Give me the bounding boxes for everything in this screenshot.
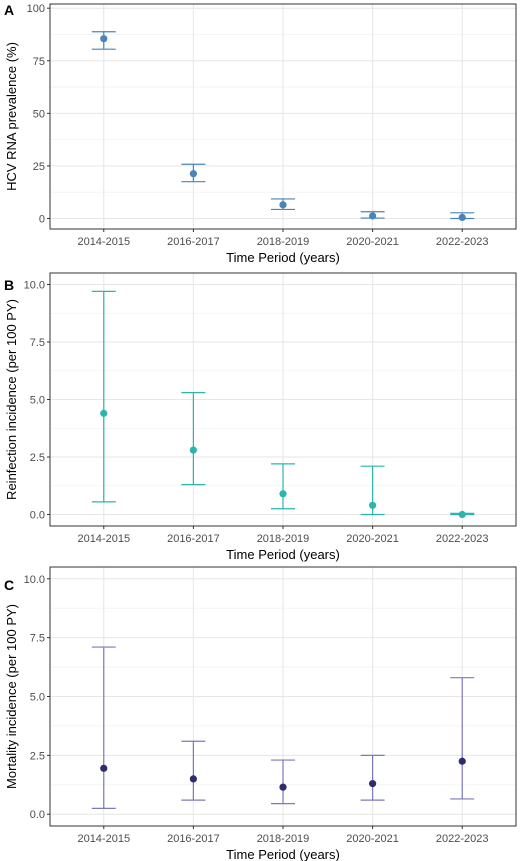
y-tick-label: 2.5 bbox=[30, 452, 45, 464]
x-axis-title: Time Period (years) bbox=[226, 847, 340, 861]
x-tick-label: 2020-2021 bbox=[346, 533, 399, 545]
y-tick-label: 0.0 bbox=[30, 510, 45, 522]
data-point bbox=[458, 510, 466, 519]
y-tick-label: 10.0 bbox=[24, 574, 45, 586]
data-point bbox=[458, 757, 466, 765]
x-tick-label: 2020-2021 bbox=[346, 833, 399, 845]
x-tick-label: 2018-2019 bbox=[257, 236, 310, 248]
panel-letter: B bbox=[4, 277, 14, 293]
x-tick-label: 2020-2021 bbox=[346, 236, 399, 248]
data-point bbox=[100, 764, 108, 772]
x-axis-title: Time Period (years) bbox=[226, 547, 340, 562]
data-point bbox=[279, 490, 287, 498]
y-tick-label: 5.0 bbox=[30, 692, 45, 704]
data-point bbox=[279, 201, 287, 209]
y-tick-label: 100 bbox=[27, 3, 45, 15]
y-axis-title: Mortality incidence (per 100 PY) bbox=[4, 604, 19, 789]
y-tick-label: 2.5 bbox=[30, 750, 45, 762]
data-point bbox=[369, 780, 377, 788]
y-axis-title: HCV RNA prevalence (%) bbox=[4, 42, 19, 191]
data-point bbox=[189, 170, 197, 178]
x-tick-label: 2022-2023 bbox=[436, 533, 489, 545]
y-tick-label: 10.0 bbox=[24, 280, 45, 292]
x-tick-label: 2014-2015 bbox=[77, 533, 130, 545]
x-tick-label: 2022-2023 bbox=[436, 833, 489, 845]
y-tick-label: 5.0 bbox=[30, 395, 45, 407]
x-tick-label: 2014-2015 bbox=[77, 833, 130, 845]
chart-panel-c: 0.0 2.5 5.0 7.5 10.0 2014-2015 2016-2017 2018-2… bbox=[4, 566, 517, 861]
x-tick-label: 2018-2019 bbox=[257, 533, 310, 545]
x-tick-label: 2016-2017 bbox=[167, 533, 220, 545]
x-tick-label: 2014-2015 bbox=[77, 236, 130, 248]
x-tick-label: 2018-2019 bbox=[257, 833, 310, 845]
data-point bbox=[189, 775, 197, 783]
x-tick-label: 2022-2023 bbox=[436, 236, 489, 248]
data-point bbox=[369, 212, 377, 220]
y-tick-label: 7.5 bbox=[30, 633, 45, 645]
data-point bbox=[100, 409, 108, 417]
y-tick-label: 75 bbox=[33, 56, 45, 68]
y-tick-label: 0.0 bbox=[30, 809, 45, 821]
y-tick-label: 7.5 bbox=[30, 337, 45, 349]
panel-letter: A bbox=[4, 2, 14, 18]
data-point bbox=[458, 213, 466, 222]
data-point bbox=[369, 501, 377, 509]
y-tick-label: 25 bbox=[33, 161, 45, 173]
x-axis-title: Time Period (years) bbox=[226, 250, 340, 265]
y-tick-label: 0 bbox=[39, 213, 45, 225]
panel-letter: C bbox=[4, 577, 14, 593]
data-point bbox=[189, 446, 197, 454]
chart-panel-b: 0.0 2.5 5.0 7.5 10.0 2014-2015 2016-2017 2018-2… bbox=[4, 272, 517, 562]
chart-panel-a: 0 25 50 75 100 2014-2015 2016-2017 2018-2019 202… bbox=[4, 2, 517, 265]
y-axis-title: Reinfection incidence (per 100 PY) bbox=[4, 299, 19, 500]
x-tick-label: 2016-2017 bbox=[167, 833, 220, 845]
x-tick-label: 2016-2017 bbox=[167, 236, 220, 248]
data-point bbox=[279, 783, 287, 791]
data-point bbox=[100, 35, 108, 43]
y-tick-label: 50 bbox=[33, 108, 45, 120]
